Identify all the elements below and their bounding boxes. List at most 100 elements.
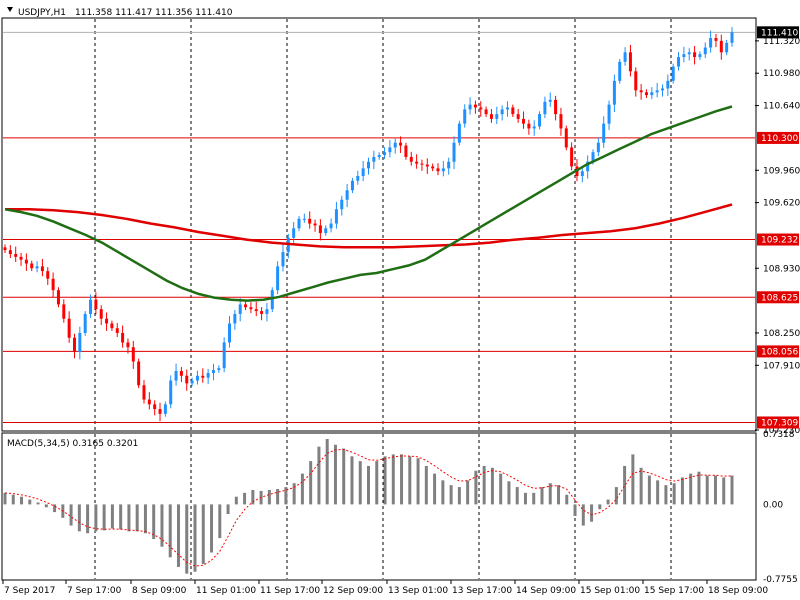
macd-bar bbox=[424, 465, 428, 505]
macd-bar bbox=[598, 504, 602, 510]
candle-body bbox=[671, 66, 675, 81]
candle-body bbox=[527, 123, 531, 129]
macd-bar bbox=[20, 496, 24, 505]
macd-tick-label: 0.7318 bbox=[763, 430, 795, 440]
price-tick-label: 109.960 bbox=[763, 166, 800, 176]
candle-body bbox=[511, 107, 515, 115]
macd-bar bbox=[3, 492, 7, 505]
level-price-badge bbox=[757, 416, 799, 429]
macd-bar bbox=[210, 504, 214, 553]
price-tick-label: 110.640 bbox=[763, 102, 800, 112]
macd-bar bbox=[69, 504, 73, 526]
moving-averages bbox=[4, 105, 733, 302]
candle-body bbox=[211, 370, 215, 373]
candle-body bbox=[83, 313, 87, 333]
candle-body bbox=[265, 309, 269, 314]
time-tick-label: 15 Sep 01:00 bbox=[580, 586, 640, 596]
macd-bar bbox=[44, 504, 48, 508]
candle-body bbox=[612, 80, 616, 105]
candle-body bbox=[3, 247, 7, 251]
macd-bar bbox=[507, 481, 511, 505]
candle-body bbox=[725, 42, 729, 53]
macd-bar bbox=[573, 504, 577, 516]
macd-bar bbox=[243, 492, 247, 505]
candle-body bbox=[190, 380, 194, 384]
price-tick-label: 107.230 bbox=[763, 426, 800, 436]
dropdown-arrow-icon[interactable] bbox=[7, 7, 13, 12]
candle-body bbox=[393, 142, 397, 148]
candle-body bbox=[628, 52, 632, 72]
candle-body bbox=[329, 223, 333, 229]
macd-bar bbox=[391, 454, 395, 505]
macd-bar bbox=[292, 483, 296, 505]
candle-body bbox=[639, 90, 643, 93]
candle-body bbox=[650, 92, 654, 96]
candle-body bbox=[447, 161, 451, 169]
candle-body bbox=[644, 92, 648, 96]
macd-bar bbox=[77, 504, 81, 532]
macd-bar bbox=[647, 475, 651, 505]
candle-body bbox=[324, 228, 328, 234]
macd-bar bbox=[565, 494, 569, 505]
macd-bar bbox=[234, 496, 238, 505]
candle-body bbox=[682, 54, 686, 58]
candle-body bbox=[543, 101, 547, 115]
macd-bar bbox=[664, 485, 668, 505]
macd-bar bbox=[614, 487, 618, 505]
macd-bar bbox=[276, 489, 280, 505]
macd-bar bbox=[697, 471, 701, 505]
level-price-label: 109.232 bbox=[761, 236, 798, 246]
level-price-badge bbox=[757, 131, 799, 144]
macd-bar bbox=[433, 473, 437, 505]
candle-body bbox=[350, 180, 354, 191]
candle-body bbox=[698, 54, 702, 58]
candle-body bbox=[105, 318, 109, 324]
ohlc-readout: 111.358 111.417 111.356 111.410 bbox=[75, 8, 233, 18]
candle-body bbox=[334, 209, 338, 224]
symbol-title: USDJPY,H1 bbox=[18, 8, 66, 18]
price-tick-label: 110.980 bbox=[763, 69, 800, 79]
candle-body bbox=[19, 256, 23, 260]
candle-body bbox=[377, 155, 381, 157]
macd-bar bbox=[639, 467, 643, 505]
candle-body bbox=[495, 114, 499, 119]
candle-body bbox=[169, 380, 173, 405]
candle-body bbox=[110, 323, 114, 329]
price-axis: 111.320 110.980 110.640 109.960 109.620 108.9… bbox=[755, 26, 800, 585]
candle-body bbox=[431, 166, 435, 169]
macd-bar bbox=[482, 465, 486, 505]
time-tick-label: 12 Sep 09:00 bbox=[323, 586, 383, 596]
candle-body bbox=[436, 168, 440, 172]
candle-body bbox=[281, 252, 285, 267]
candle-body bbox=[318, 225, 322, 234]
price-tick-label: 109.620 bbox=[763, 199, 800, 209]
candle-body bbox=[115, 328, 119, 333]
candle-body bbox=[163, 404, 167, 414]
macd-bar bbox=[680, 477, 684, 505]
macd-bar bbox=[152, 504, 156, 540]
candle-body bbox=[489, 114, 493, 119]
macd-bar bbox=[102, 504, 106, 531]
candle-body bbox=[153, 404, 157, 410]
ma-slow-line bbox=[5, 203, 733, 249]
candle-body bbox=[270, 290, 274, 310]
macd-bar bbox=[474, 470, 478, 505]
candle-body bbox=[174, 371, 178, 381]
candle-body bbox=[137, 361, 141, 386]
macd-tick-label: 0.00 bbox=[763, 500, 783, 510]
level-price-label: 108.625 bbox=[761, 293, 798, 303]
time-tick-label: 8 Sep 09:00 bbox=[132, 586, 187, 596]
candle-body bbox=[500, 109, 504, 115]
candle-body bbox=[24, 259, 28, 264]
current-price-badge bbox=[757, 26, 799, 39]
macd-bar bbox=[358, 461, 362, 505]
candle-body bbox=[554, 99, 558, 115]
macd-bar bbox=[623, 465, 627, 505]
candle-body bbox=[730, 32, 734, 43]
candle-body bbox=[661, 88, 665, 91]
candle-body bbox=[361, 168, 365, 176]
macd-bar bbox=[557, 485, 561, 505]
macd-bar bbox=[342, 448, 346, 505]
level-price-badge bbox=[757, 345, 799, 358]
time-tick-label: 13 Sep 17:00 bbox=[452, 586, 512, 596]
